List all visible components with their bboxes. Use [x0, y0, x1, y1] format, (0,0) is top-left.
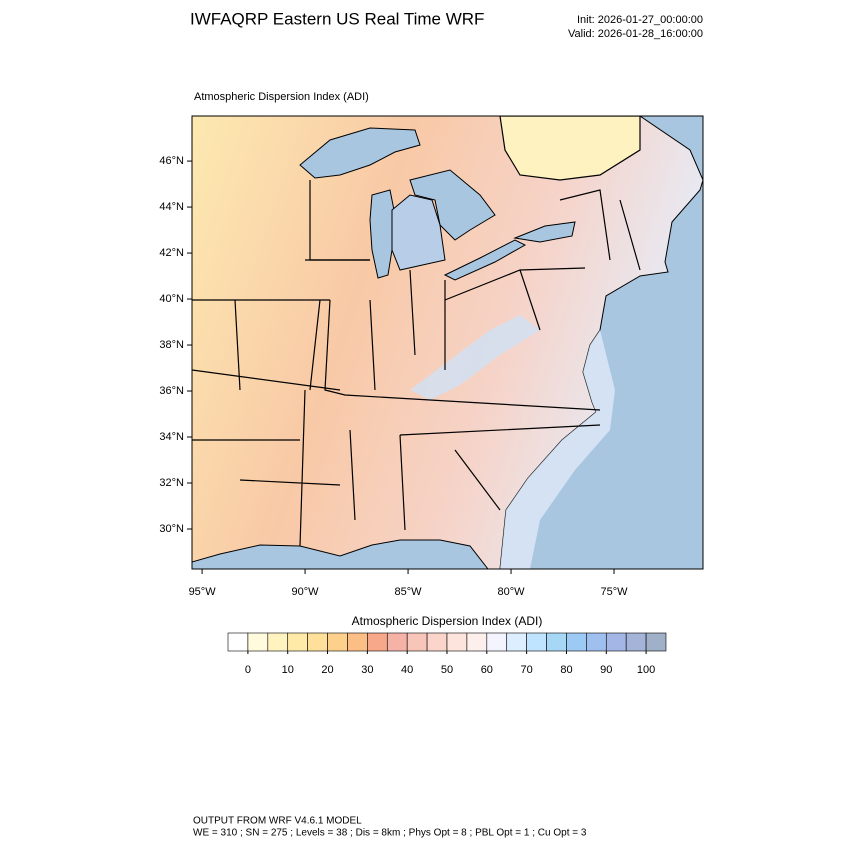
colorbar-box	[287, 632, 308, 652]
footer-line: OUTPUT FROM WRF V4.6.1 MODEL	[193, 816, 362, 827]
colorbar-title: Atmospheric Dispersion Index (ADI)	[352, 614, 543, 628]
lat-label: 34°N	[159, 431, 184, 443]
lon-label: 85°W	[395, 586, 423, 598]
michigan-lower	[391, 194, 446, 271]
appalachian-band	[410, 315, 540, 400]
colorbar-label: 90	[600, 664, 612, 676]
colorbar-box	[586, 632, 607, 652]
lat-label: 46°N	[159, 155, 184, 167]
colorbar-box	[446, 632, 468, 652]
lat-label: 44°N	[159, 201, 184, 213]
lat-label: 42°N	[159, 247, 184, 259]
map-ticks: 46°N 44°N 42°N 40°N 38°N 36°N 34°N 32°N 30°N 95°W…	[159, 155, 628, 598]
colorbar-box	[347, 632, 368, 652]
lake-superior	[299, 127, 421, 179]
lon-label: 95°W	[189, 586, 217, 598]
init-time: Init: 2026-01-27_00:00:00	[577, 14, 703, 26]
title: IWFAQRP Eastern US Real Time WRF	[190, 9, 484, 28]
map-area	[192, 116, 703, 569]
colorbar-box	[327, 632, 348, 652]
footer-line: WE = 310 ; SN = 275 ; Levels = 38 ; Dis …	[193, 828, 587, 839]
colorbar-box	[486, 632, 508, 652]
colorbar-box	[625, 632, 647, 652]
lake-erie	[443, 239, 527, 281]
lat-label: 30°N	[159, 523, 184, 535]
lake-michigan	[369, 189, 396, 279]
colorbar-box	[386, 632, 408, 652]
lat-label: 36°N	[159, 385, 184, 397]
valid-time: Valid: 2026-01-28_16:00:00	[568, 28, 703, 40]
lake-ontario	[513, 221, 576, 243]
colorbar-label: 30	[361, 664, 373, 676]
canada-north	[499, 116, 641, 181]
map-subtitle: Atmospheric Dispersion Index (ADI)	[194, 91, 369, 103]
colorbar-box	[506, 632, 527, 652]
colorbar-label: 70	[521, 664, 533, 676]
lat-label: 32°N	[159, 477, 184, 489]
colorbar-label: 40	[401, 664, 413, 676]
colorbar-box	[267, 632, 289, 652]
colorbar-box	[227, 632, 249, 652]
colorbar-label: 50	[441, 664, 453, 676]
lake-huron	[409, 169, 496, 241]
colorbar-label: 80	[560, 664, 572, 676]
lat-label: 38°N	[159, 339, 184, 351]
state-borders	[192, 180, 641, 547]
colorbar-box	[605, 632, 627, 652]
colorbar-box	[367, 632, 388, 652]
colorbar-box	[546, 632, 567, 652]
colorbar-box	[426, 632, 448, 652]
colorbar-label: 0	[245, 664, 251, 676]
colorbar-label: 10	[282, 664, 294, 676]
lon-label: 75°W	[601, 586, 629, 598]
colorbar-label: 20	[321, 664, 333, 676]
colorbar-box	[406, 632, 428, 652]
colorbar-box	[526, 632, 547, 652]
colorbar-box	[645, 632, 667, 652]
lon-label: 90°W	[292, 586, 320, 598]
coastal-shelf	[500, 330, 615, 569]
colorbar-box	[247, 632, 269, 652]
colorbar-label: 60	[481, 664, 493, 676]
colorbar-label: 100	[637, 664, 655, 676]
colorbar-box	[466, 632, 488, 652]
lon-label: 80°W	[498, 586, 526, 598]
map-frame	[191, 115, 704, 570]
colorbar-box	[307, 632, 328, 652]
colorbar-box	[566, 632, 587, 652]
lat-label: 40°N	[159, 293, 184, 305]
colorbar: 0 10 20 30 40 50 60 70 80 90 100	[227, 632, 667, 676]
